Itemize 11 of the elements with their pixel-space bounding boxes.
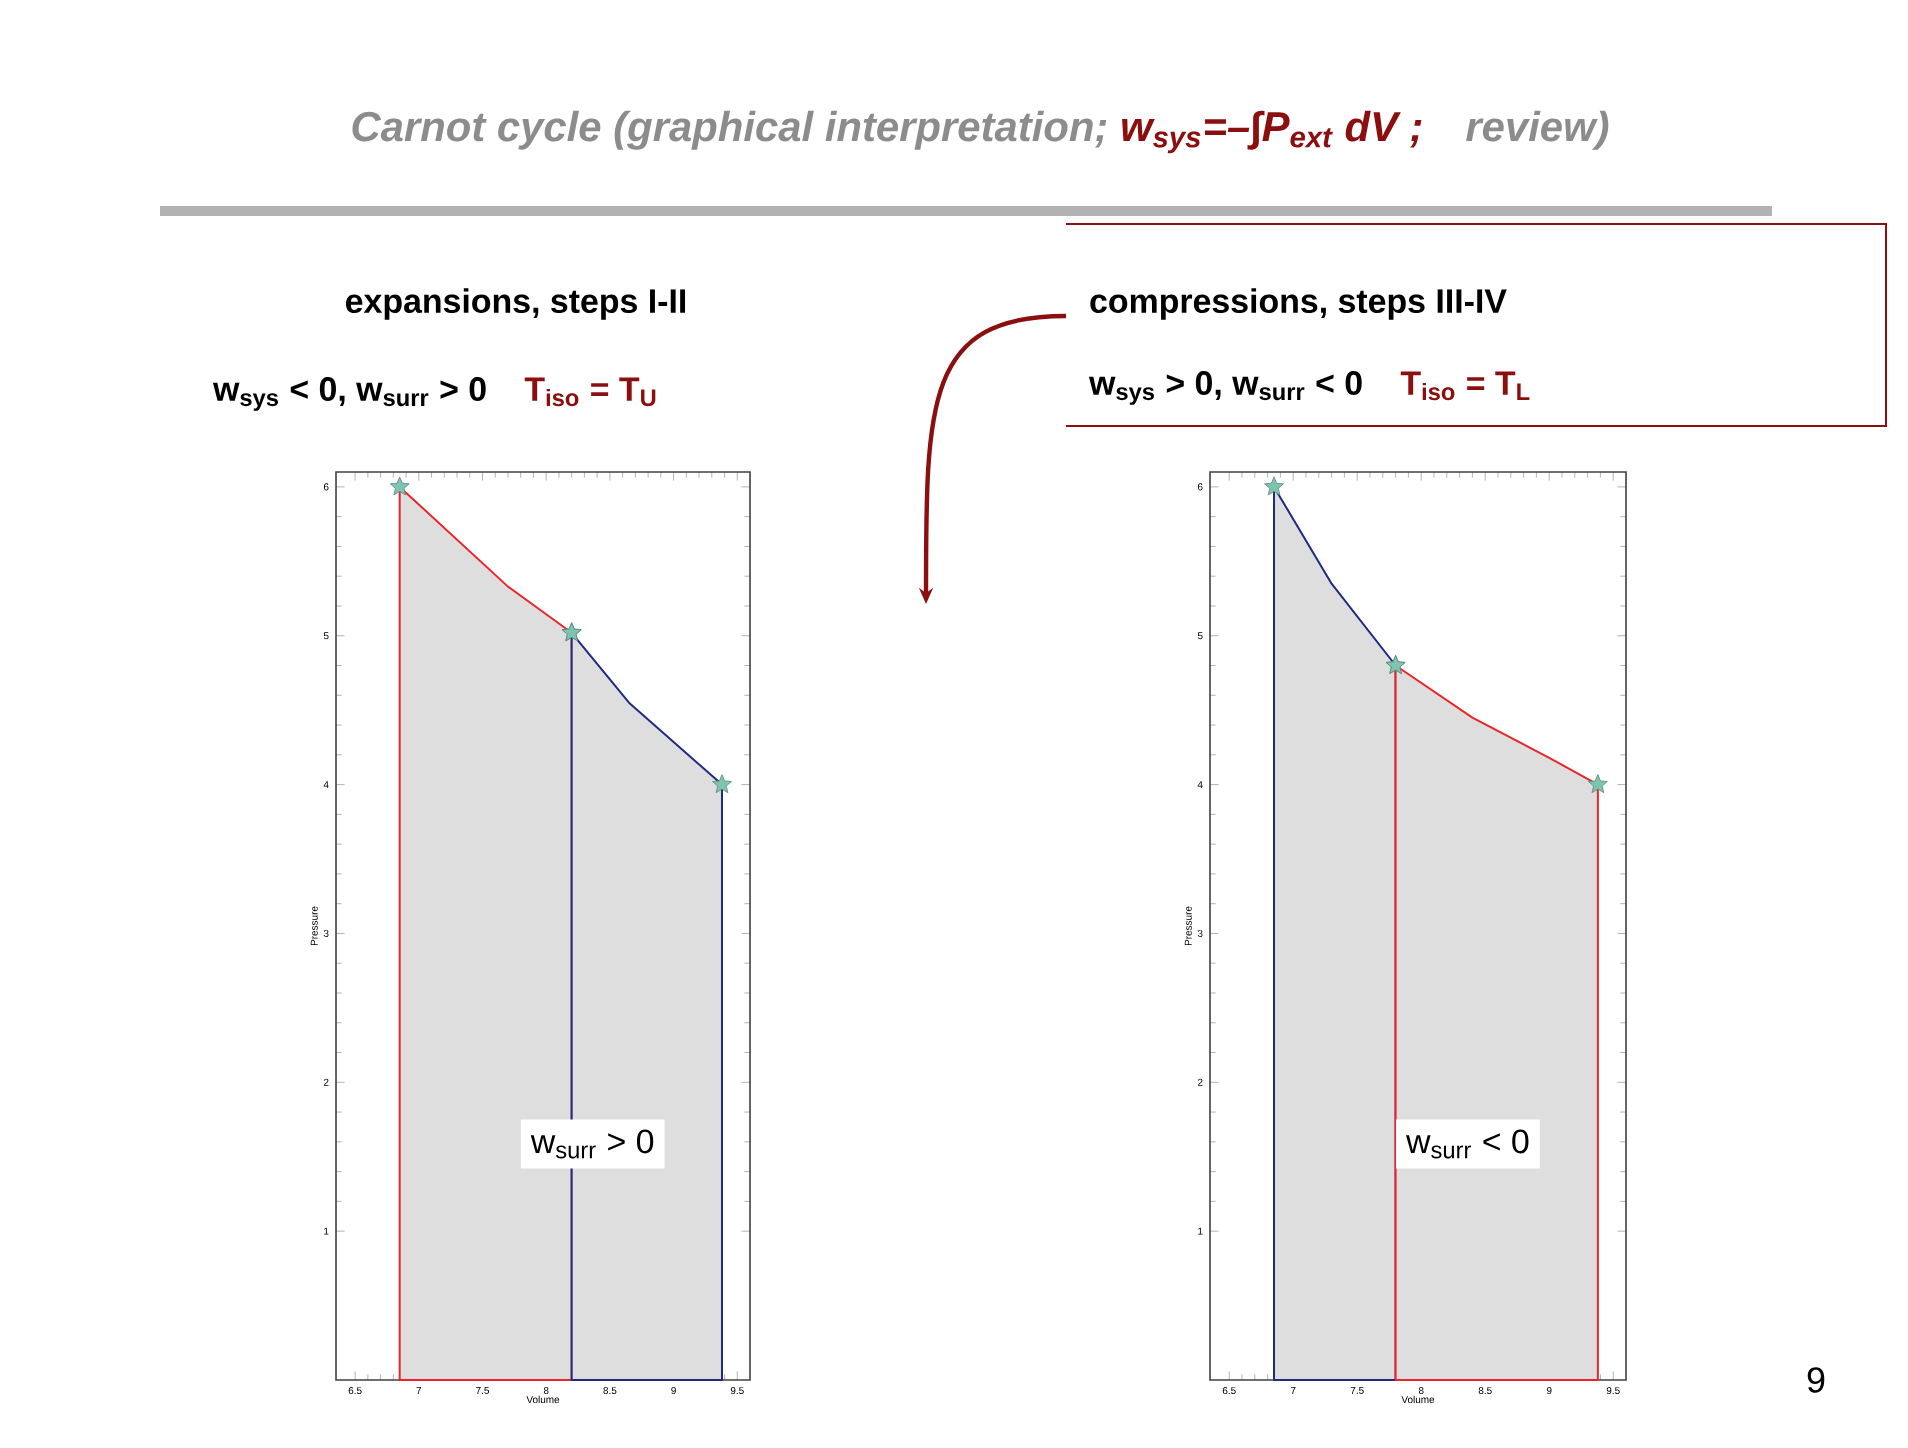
text: review) <box>1466 110 1609 150</box>
chart-title: expansions, steps I-II <box>346 288 686 320</box>
text: T$_{iso}$ = T$_{L}$ <box>1400 371 1530 401</box>
chart-subtitle: w$_{sys}$ < 0, w$_{surr}$ > 0 <box>212 377 486 411</box>
text: w$_{sys}$=–∫P$_{ext}$ dV ; <box>1122 110 1422 154</box>
chart-title: compressions, steps III-IV <box>1090 288 1507 320</box>
annotation: w$_{surr}$ > 0 <box>530 1129 654 1159</box>
text: T$_{iso}$ = T$_{U}$ <box>524 377 656 407</box>
annotation: w$_{surr}$ < 0 <box>1406 1129 1529 1159</box>
text: Carnot cycle (graphical interpretation; <box>352 110 1107 150</box>
chart-subtitle: w$_{sys}$ > 0, w$_{surr}$ < 0 <box>1088 371 1362 405</box>
